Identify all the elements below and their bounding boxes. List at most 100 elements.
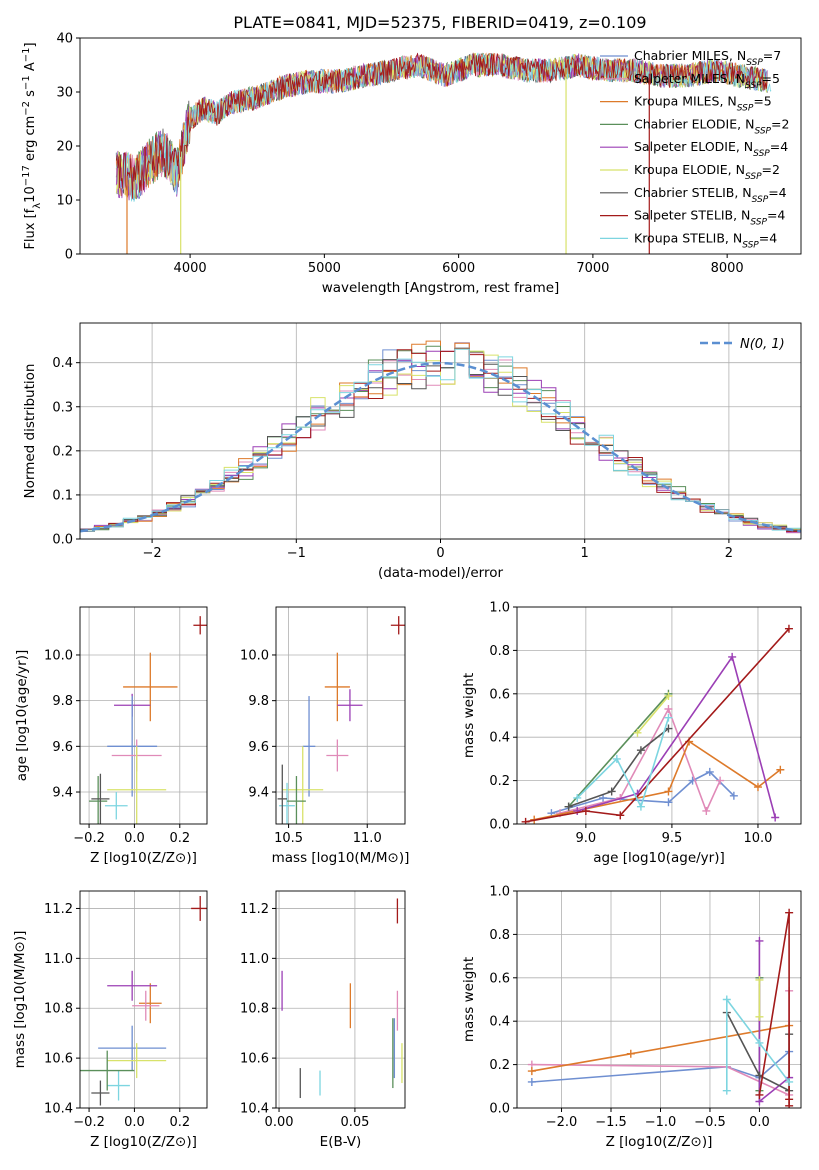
y-tick-label: 11.0 [240, 952, 269, 967]
weight-marker [527, 1067, 536, 1076]
legend-label: Kroupa STELIB, NSSP=4 [634, 230, 777, 250]
legend-label: Salpeter ELODIE, NSSP=4 [634, 139, 788, 159]
y-axis-label: Normed distribution [22, 364, 38, 499]
axes-frame [275, 606, 406, 825]
histogram-series [80, 348, 801, 539]
weight-marker [664, 713, 673, 722]
y-tick-label: 10 [56, 194, 73, 209]
legend-label: Salpeter MILES, NSSP=5 [634, 71, 780, 91]
errorbar-point [107, 746, 167, 824]
plot-area [80, 895, 207, 1106]
x-tick-label: 0.05 [340, 1115, 369, 1130]
x-axis-label: age [log10(age/yr)] [593, 850, 725, 866]
weight-marker [616, 811, 625, 820]
weight-marker [573, 806, 582, 815]
legend-label: Salpeter STELIB, NSSP=4 [634, 208, 785, 228]
age-vs-Z-chart: −0.2 0.0 0.2 9.4 9.6 9.8 10.0 Z [log10(Z/Z⊙)] ag… [14, 606, 208, 866]
y-tick-label: 1.0 [489, 601, 510, 616]
errorbar-point [277, 764, 288, 824]
x-tick-label: 9.0 [576, 831, 597, 846]
errorbar-point [91, 773, 110, 824]
errorbar-point [132, 990, 160, 1021]
x-tick-label: −1 [287, 546, 306, 561]
errorbar-point [191, 895, 207, 921]
age-vs-mass-chart: 10.5 11.0 9.4 9.6 9.8 10.0 mass [log10(M/M⊙)] [240, 606, 410, 866]
y-axis-label: mass weight [461, 957, 477, 1042]
y-tick-label: 11.2 [44, 902, 73, 917]
errorbar-point [107, 970, 158, 1001]
weight-marker [785, 1101, 794, 1108]
weight-marker [573, 793, 582, 802]
y-tick-label: 0.2 [489, 774, 510, 789]
axes-frame [516, 890, 802, 1109]
weight-marker [722, 1086, 731, 1095]
y-tick-label: 10.8 [44, 1002, 73, 1017]
y-tick-label: 9.4 [248, 786, 269, 801]
weight-marker [664, 704, 673, 713]
y-tick-label: 9.8 [248, 694, 269, 709]
y-tick-label: 10.4 [44, 1102, 73, 1117]
weight-marker [633, 728, 642, 737]
y-tick-label: 1.0 [489, 885, 510, 900]
x-tick-label: 6000 [442, 261, 475, 276]
weight-marker [716, 776, 725, 785]
y-tick-label: 0.0 [489, 1102, 510, 1117]
mass-vs-ebv-chart: 0.00 0.05 10.4 10.6 10.8 11.0 11.2 E(B-V) [240, 890, 406, 1150]
plot-area [521, 624, 793, 824]
weight-marker [776, 765, 785, 774]
weight-marker [755, 975, 764, 984]
y-tick-label: 0.2 [52, 444, 73, 459]
y-axis-label: mass weight [461, 673, 477, 758]
y-axis-label: mass [log10(M/M⊙)] [12, 931, 28, 1069]
legend-label: Kroupa ELODIE, NSSP=2 [634, 162, 780, 182]
x-tick-label: −2 [143, 546, 162, 561]
x-tick-label: 0.00 [265, 1115, 294, 1130]
weight-series [525, 628, 790, 823]
spectrum-chart: 4000 5000 6000 7000 8000 0 10 20 30 40 wavelength … [21, 32, 802, 296]
weight-marker [664, 787, 673, 796]
x-tick-label: 10.0 [743, 831, 772, 846]
y-tick-label: 11.0 [44, 952, 73, 967]
y-tick-label: 10.6 [240, 1052, 269, 1067]
x-tick-label: 0.0 [124, 1115, 145, 1130]
weight-marker [753, 783, 762, 792]
y-tick-label: 0.6 [489, 687, 510, 702]
y-tick-label: 0.8 [489, 928, 510, 943]
y-tick-label: 9.8 [52, 694, 73, 709]
weight-marker [755, 1090, 764, 1099]
x-axis-label: E(B-V) [320, 1134, 362, 1150]
x-axis-label: Z [log10(Z/Z⊙)] [90, 850, 197, 866]
errorbar-point [287, 776, 306, 824]
y-tick-label: 9.6 [248, 740, 269, 755]
x-axis-label: Z [log10(Z/Z⊙)] [90, 1134, 197, 1150]
weight-series [726, 1012, 790, 1092]
x-tick-label: 2 [725, 546, 733, 561]
weight-series [551, 770, 735, 814]
x-tick-label: 1 [581, 546, 589, 561]
errorbar-point [337, 689, 363, 722]
y-axis-label: Flux [fλ10−17 erg cm−2 s−1 A−1] [21, 42, 43, 249]
weight-marker [636, 802, 645, 811]
weight-marker [785, 908, 794, 917]
y-tick-label: 40 [56, 32, 73, 47]
x-axis-label: mass [log10(M/M⊙)] [272, 850, 410, 866]
y-tick-label: 9.4 [52, 786, 73, 801]
x-tick-label: 11.0 [353, 831, 382, 846]
weight-marker [728, 652, 737, 661]
weight-marker [755, 1038, 764, 1047]
x-tick-label: −0.5 [694, 1115, 726, 1130]
legend-label: Kroupa MILES, NSSP=5 [634, 94, 772, 114]
y-tick-label: 0.2 [489, 1058, 510, 1073]
y-tick-label: 0.1 [52, 488, 73, 503]
x-tick-label: 7000 [576, 261, 609, 276]
axes-frame [79, 890, 208, 1109]
x-tick-label: 4000 [174, 261, 207, 276]
weight-marker [564, 802, 573, 811]
axes-frame [79, 322, 802, 540]
spectrum-series [115, 52, 768, 199]
x-tick-label: 9.5 [662, 831, 683, 846]
x-tick-label: −0.2 [73, 831, 105, 846]
x-axis-label: (data-model)/error [378, 565, 504, 581]
errorbar-point [107, 1070, 130, 1101]
